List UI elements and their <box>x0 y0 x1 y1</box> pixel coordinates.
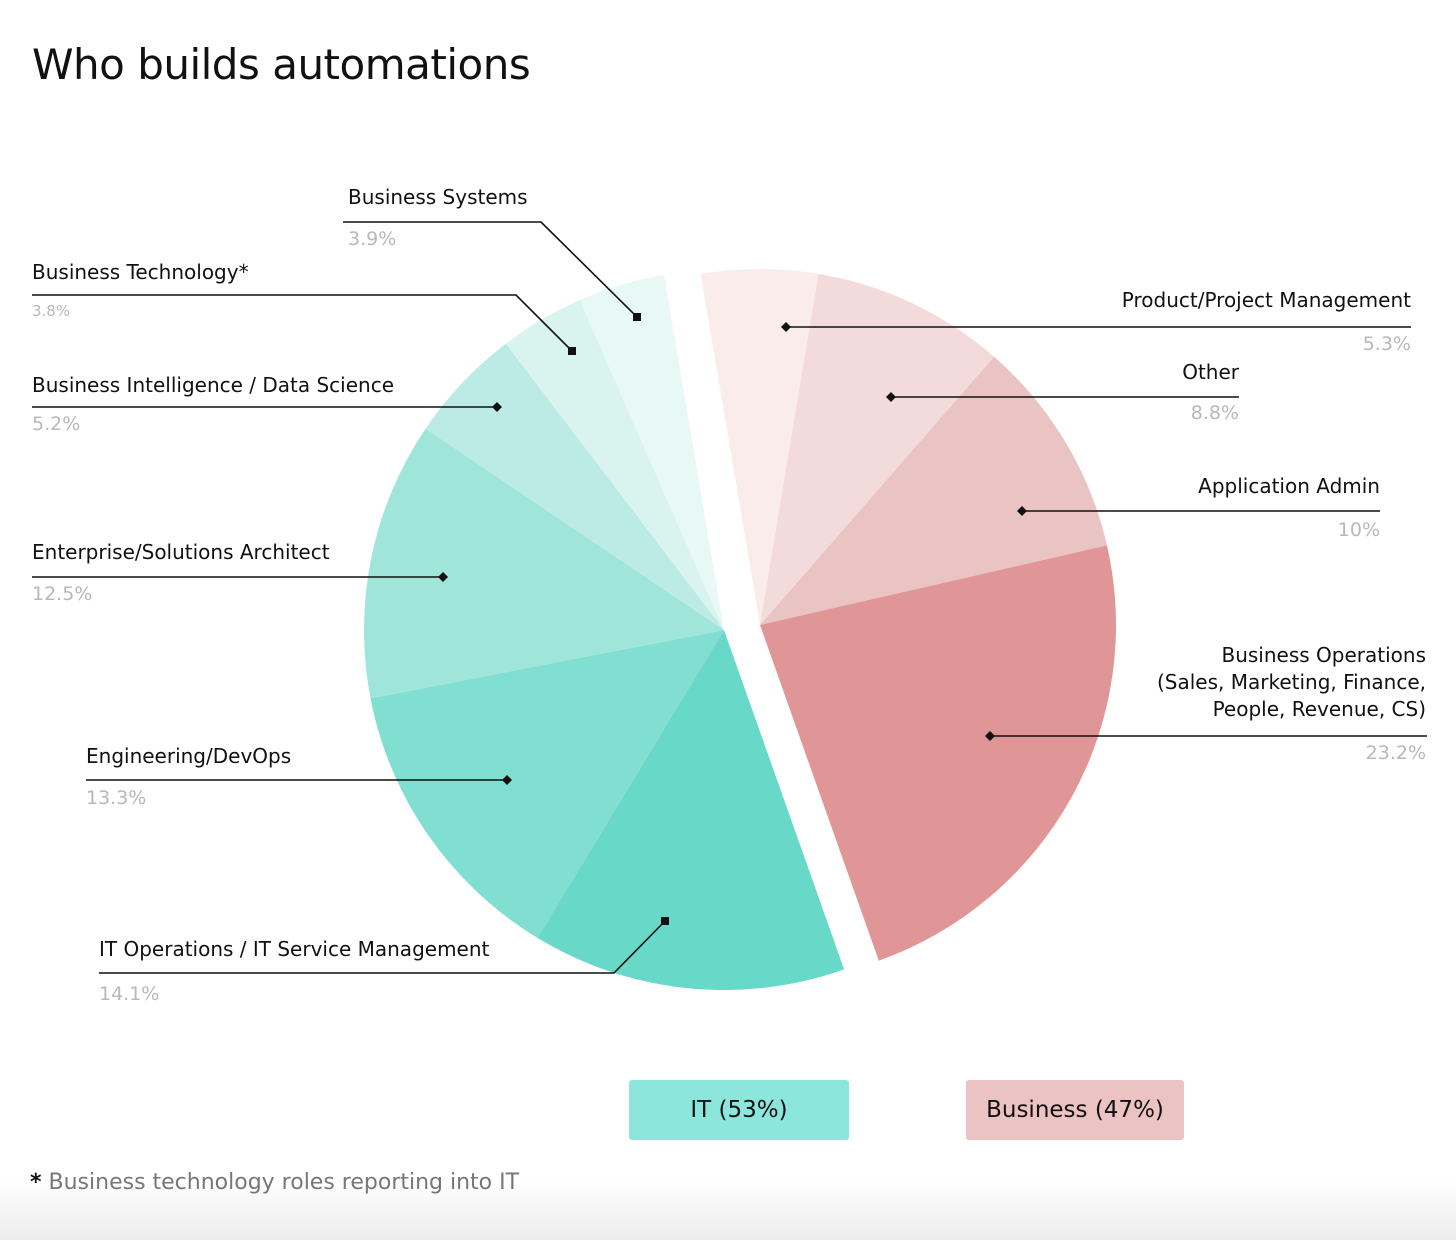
label-business-systems: Business Systems <box>348 185 528 209</box>
leader-line <box>343 221 638 318</box>
label-line: People, Revenue, CS) <box>1212 697 1426 721</box>
leader-line <box>99 920 666 974</box>
diamond-marker <box>781 322 791 332</box>
pie-slice-enterprise-solutions-architect <box>364 428 724 699</box>
pie-slice-it-operations-it-service-management <box>537 630 845 991</box>
label-business-operations: Business Operations (Sales, Marketing, F… <box>1157 642 1426 723</box>
footnote-text: Business technology roles reporting into… <box>48 1170 520 1195</box>
diamond-marker <box>985 731 995 741</box>
pie-slice-other <box>760 273 995 625</box>
square-marker <box>633 313 641 321</box>
pct-business-intelligence: 5.2% <box>32 413 81 435</box>
label-it-operations: IT Operations / IT Service Management <box>99 937 490 961</box>
legend-business: Business (47%) <box>966 1080 1184 1140</box>
footnote: * Business technology roles reporting in… <box>30 1170 519 1195</box>
pct-business-operations: 23.2% <box>1365 742 1426 764</box>
pct-application-admin: 10% <box>1337 519 1380 541</box>
diamond-marker <box>886 392 896 402</box>
label-business-intelligence: Business Intelligence / Data Science <box>32 373 395 397</box>
label-engineering-devops: Engineering/DevOps <box>86 744 292 768</box>
pie-slice-product-project-management <box>700 268 819 625</box>
pie-slice-business-technology <box>505 300 724 630</box>
pct-product-project-management: 5.3% <box>1362 333 1411 355</box>
footnote-mark: * <box>30 1170 42 1195</box>
pie-slice-business-systems <box>579 275 724 630</box>
pct-business-technology: 3.8% <box>32 302 71 320</box>
chart-title: Who builds automations <box>32 40 531 89</box>
square-marker <box>661 917 669 925</box>
pct-enterprise-architect: 12.5% <box>32 583 93 605</box>
diamond-marker <box>438 572 448 582</box>
pct-it-operations: 14.1% <box>99 983 160 1005</box>
pie-slice-business-operations-sales-marketing-finance-people-revenue-cs <box>760 545 1116 961</box>
label-product-project-management: Product/Project Management <box>1121 288 1411 312</box>
pct-engineering-devops: 13.3% <box>86 787 147 809</box>
label-business-technology: Business Technology* <box>32 260 249 284</box>
pct-business-systems: 3.9% <box>348 228 397 250</box>
pct-other: 8.8% <box>1190 402 1239 424</box>
diamond-marker <box>502 775 512 785</box>
square-marker <box>568 347 576 355</box>
label-application-admin: Application Admin <box>1198 474 1380 498</box>
label-line: (Sales, Marketing, Finance, <box>1156 670 1426 694</box>
pie-slice-engineering-devops <box>370 630 724 938</box>
legend-it: IT (53%) <box>629 1080 849 1140</box>
diamond-marker <box>1017 506 1027 516</box>
pie-slice-business-intelligence-data-science <box>425 343 724 630</box>
pie-slice-application-admin <box>760 356 1107 625</box>
label-enterprise-architect: Enterprise/Solutions Architect <box>32 540 330 564</box>
leader-line <box>32 294 573 352</box>
bottom-fade <box>0 1180 1456 1240</box>
diamond-marker <box>492 402 502 412</box>
label-other: Other <box>1182 360 1239 384</box>
label-line: Business Operations <box>1221 643 1426 667</box>
